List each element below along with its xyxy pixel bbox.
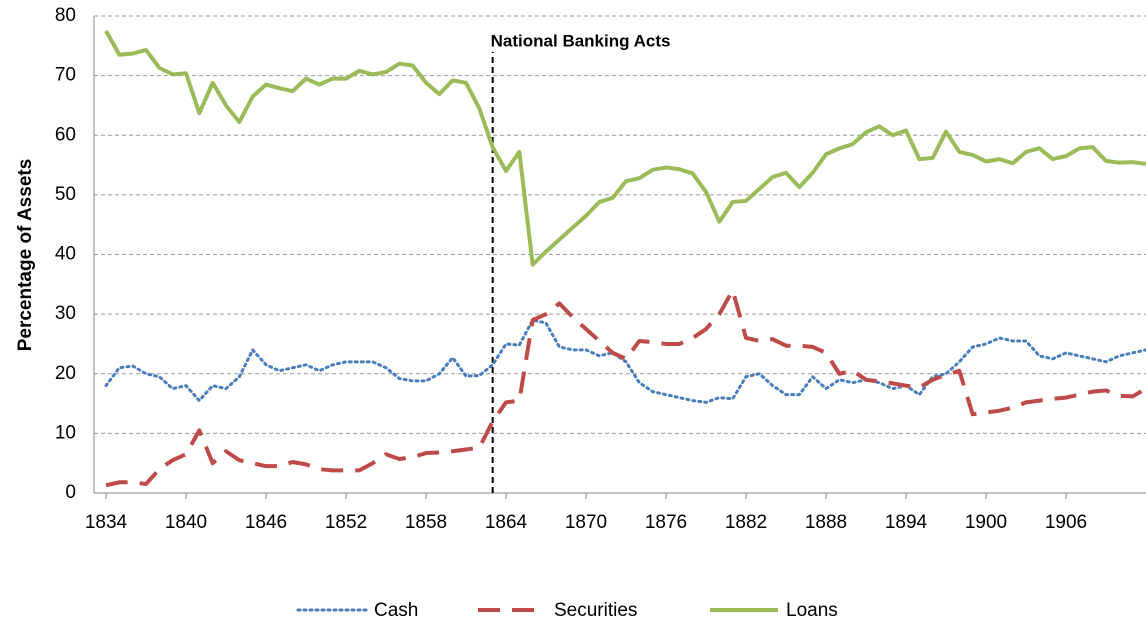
- y-tick-label: 80: [55, 5, 76, 26]
- y-axis-label: Percentage of Assets: [15, 159, 36, 352]
- x-tick-label: 1846: [245, 512, 287, 533]
- y-tick-label: 10: [55, 422, 76, 443]
- x-tick-label: 1870: [565, 512, 607, 533]
- series-line: [104, 29, 1146, 267]
- x-tick-label: 1834: [85, 512, 128, 533]
- y-tick-label: 0: [65, 482, 76, 503]
- y-tick-label: 20: [55, 363, 76, 384]
- series-line: [105, 288, 1146, 488]
- x-tick-label: 1852: [325, 512, 367, 533]
- y-tick-label: 70: [55, 65, 76, 86]
- x-tick-label: 1876: [645, 512, 687, 533]
- x-tick-label: 1882: [725, 512, 767, 533]
- x-tick-label: 1900: [965, 512, 1007, 533]
- legend-label: Cash: [374, 600, 418, 621]
- x-tick-label: 1858: [405, 512, 447, 533]
- x-tick-label: 1840: [165, 512, 207, 533]
- x-tick-label: 1888: [805, 512, 847, 533]
- series-line: [104, 318, 1146, 404]
- legend-label: Loans: [786, 600, 838, 621]
- y-tick-label: 40: [55, 244, 76, 265]
- y-tick-label: 60: [55, 124, 76, 145]
- annotation-text: National Banking Acts: [491, 31, 671, 50]
- x-tick-label: 1894: [885, 512, 928, 533]
- x-tick-label: 1864: [485, 512, 528, 533]
- y-tick-label: 30: [55, 303, 76, 324]
- legend-label: Securities: [554, 600, 637, 621]
- x-tick-label: 1906: [1045, 512, 1087, 533]
- y-tick-label: 50: [55, 184, 76, 205]
